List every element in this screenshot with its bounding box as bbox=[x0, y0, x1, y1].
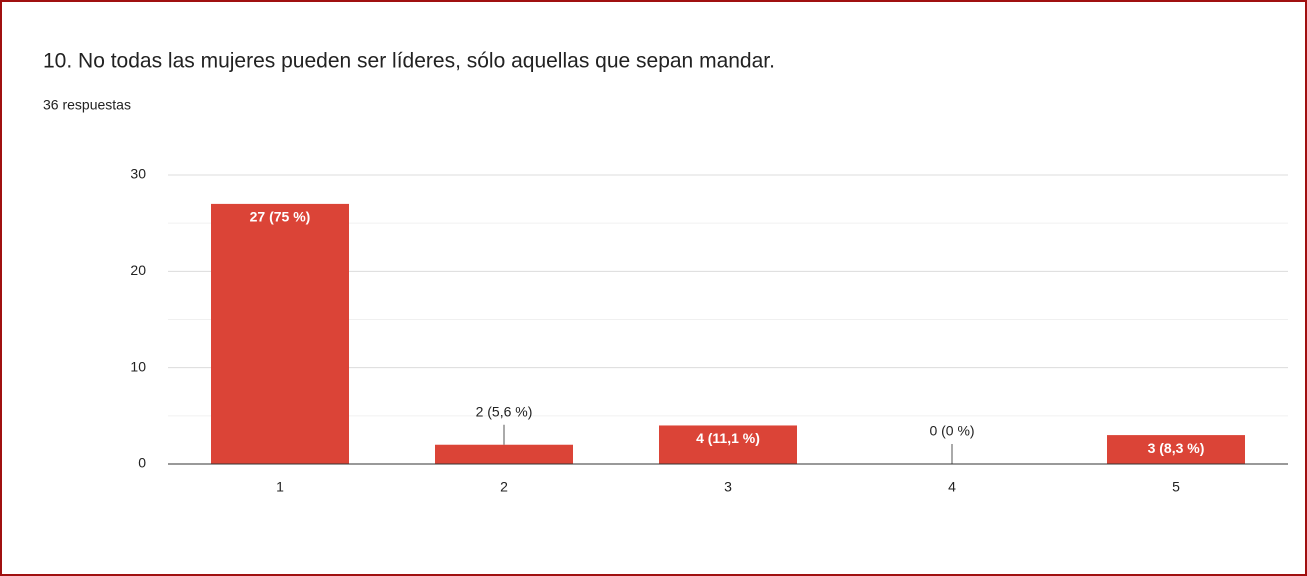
value-label: 4 (11,1 %) bbox=[696, 430, 760, 446]
value-label: 2 (5,6 %) bbox=[476, 403, 533, 419]
x-tick-label: 3 bbox=[724, 479, 732, 495]
y-tick-label: 20 bbox=[130, 262, 146, 278]
x-tick-label: 4 bbox=[948, 479, 956, 495]
y-tick-label: 30 bbox=[130, 166, 146, 182]
chart-title: 10. No todas las mujeres pueden ser líde… bbox=[43, 50, 775, 73]
x-tick-label: 2 bbox=[500, 479, 508, 495]
x-tick-label: 5 bbox=[1172, 479, 1180, 495]
value-label: 3 (8,3 %) bbox=[1148, 440, 1205, 456]
bar bbox=[211, 203, 349, 464]
y-tick-label: 0 bbox=[138, 455, 146, 471]
value-label: 0 (0 %) bbox=[929, 423, 974, 439]
bar bbox=[659, 425, 797, 464]
bar bbox=[435, 444, 573, 464]
value-label: 27 (75 %) bbox=[250, 209, 311, 225]
bar bbox=[1107, 435, 1245, 464]
chart-subtitle: 36 respuestas bbox=[43, 97, 131, 113]
y-tick-label: 10 bbox=[130, 358, 146, 374]
x-tick-label: 1 bbox=[276, 479, 284, 495]
